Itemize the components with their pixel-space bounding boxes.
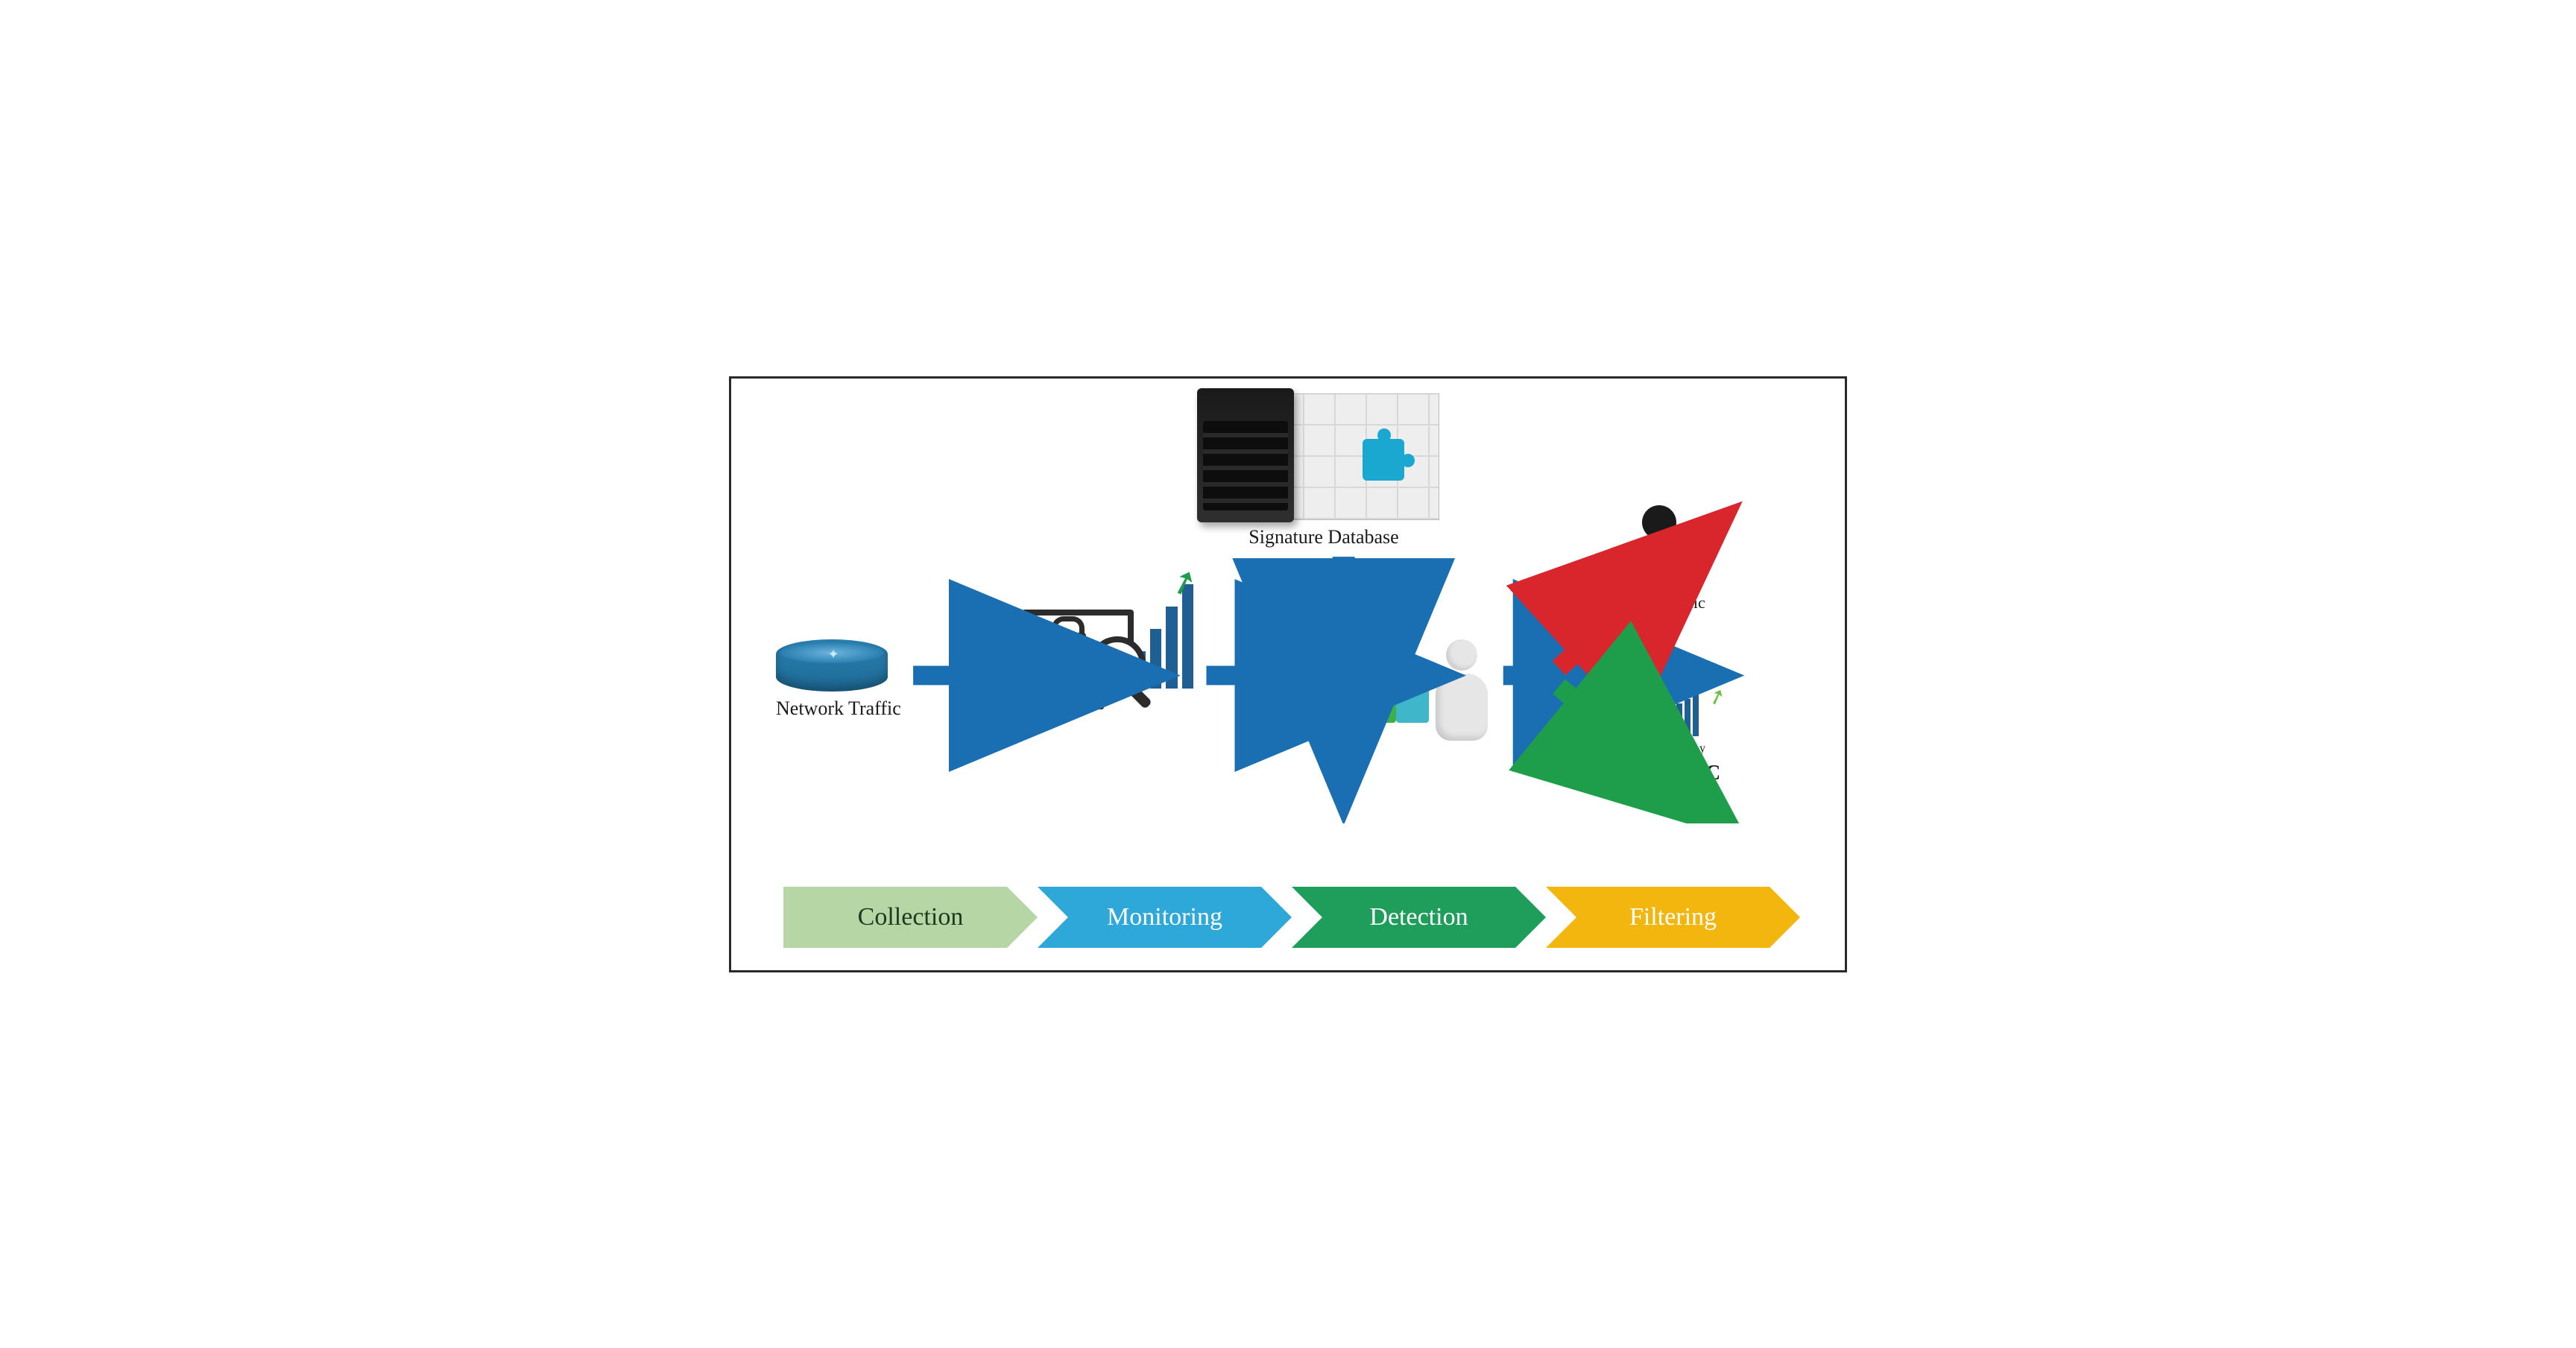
step-collection-label: Collection: [858, 903, 964, 931]
process-steps-bar: Collection Monitoring Detection Filterin…: [783, 887, 1800, 948]
node-signature-db: Signature Database: [1208, 393, 1439, 548]
signature-db-icon: [1208, 393, 1439, 520]
step-monitoring-label: Monitoring: [1107, 903, 1222, 931]
node-hq-traffic: ➚ High Quality TRAFFIC: [1603, 692, 1730, 785]
step-detection-label: Detection: [1369, 903, 1468, 931]
hq-traffic-icon: ➚ High Quality TRAFFIC: [1603, 692, 1730, 785]
main-flow-area: ✦ Network Traffic ➚ ✓: [761, 408, 1815, 826]
node-monitoring: ➚ ✓: [1014, 580, 1193, 706]
attack-block-label-1: Attack Traffic: [1603, 593, 1715, 613]
node-attack-block: ! Attack Traffic Block: [1603, 505, 1715, 638]
check-badge-icon: ✓: [1032, 650, 1058, 675]
step-collection: Collection: [783, 887, 1038, 948]
step-detection: Detection: [1292, 887, 1546, 948]
eye-icon: [1105, 659, 1135, 675]
router-arrows-decor: ✦: [827, 647, 836, 662]
node-detection: [1298, 617, 1491, 744]
step-filtering-label: Filtering: [1629, 903, 1717, 931]
node-network-traffic: ✦ Network Traffic: [776, 639, 901, 720]
step-monitoring: Monitoring: [1038, 887, 1292, 948]
trend-up-arrow-icon: ➚: [1165, 560, 1204, 605]
monitor-analytics-icon: ➚ ✓: [1014, 580, 1193, 706]
router-icon: ✦: [776, 639, 888, 692]
arrow-to-hq-traffic: [1559, 686, 1600, 720]
server-rack-icon: [1197, 388, 1294, 522]
user-alert-icon: !: [1603, 505, 1715, 587]
magnifier-icon: [1089, 636, 1146, 693]
hq-label-big: TRAFFIC: [1603, 762, 1730, 785]
alert-badge-icon: !: [1681, 531, 1718, 568]
figure-right-icon: [1432, 639, 1491, 744]
center-puzzle-icon: [1363, 686, 1429, 723]
step-filtering: Filtering: [1546, 887, 1800, 948]
arrow-to-attack-block: [1559, 630, 1600, 668]
puzzle-piece-icon: [1363, 439, 1404, 481]
diagram-frame: ✦ Network Traffic ➚ ✓: [729, 376, 1847, 972]
network-traffic-label: Network Traffic: [776, 697, 901, 720]
hq-label-small: High Quality: [1603, 742, 1730, 756]
figure-left-icon: [1298, 639, 1357, 744]
figures-puzzle-icon: [1298, 617, 1491, 744]
attack-block-label-2: Block: [1603, 618, 1715, 638]
signature-db-label: Signature Database: [1208, 526, 1439, 548]
